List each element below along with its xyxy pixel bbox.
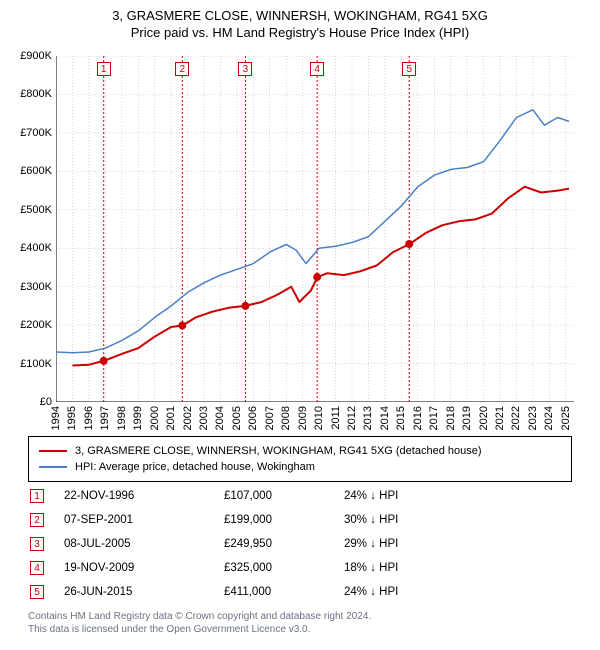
x-tick-label: 1997 — [99, 406, 111, 430]
x-tick-label: 2009 — [297, 406, 309, 430]
x-tick-label: 1998 — [116, 406, 128, 430]
sale-price: £411,000 — [224, 586, 344, 598]
sale-price: £107,000 — [224, 490, 344, 502]
y-tick-label: £300K — [2, 281, 52, 293]
sale-row: 3 08-JUL-2005£249,95029% ↓ HPI — [28, 532, 572, 556]
legend-swatch — [39, 450, 67, 452]
sale-date: 07-SEP-2001 — [64, 514, 224, 526]
sale-marker-box: 3 — [30, 537, 44, 551]
y-tick-label: £500K — [2, 204, 52, 216]
x-tick-label: 2002 — [182, 406, 194, 430]
x-tick-label: 2025 — [560, 406, 572, 430]
sale-row: 5 26-JUN-2015£411,00024% ↓ HPI — [28, 580, 572, 604]
x-tick-label: 1995 — [66, 406, 78, 430]
y-tick-label: £700K — [2, 127, 52, 139]
sale-marker-box: 4 — [30, 561, 44, 575]
legend-label: HPI: Average price, detached house, Woki… — [75, 461, 315, 473]
sale-date: 26-JUN-2015 — [64, 586, 224, 598]
x-tick-label: 2001 — [165, 406, 177, 430]
footer-line-2: This data is licensed under the Open Gov… — [28, 623, 371, 636]
footer-text: Contains HM Land Registry data © Crown c… — [28, 610, 371, 636]
sale-delta: 30% ↓ HPI — [344, 514, 464, 526]
x-tick-label: 2012 — [346, 406, 358, 430]
legend-row: HPI: Average price, detached house, Woki… — [39, 459, 561, 475]
legend-box: 3, GRASMERE CLOSE, WINNERSH, WOKINGHAM, … — [28, 436, 572, 482]
legend-swatch — [39, 466, 67, 468]
x-tick-label: 2023 — [527, 406, 539, 430]
plot-svg — [56, 56, 574, 402]
x-tick-label: 2010 — [313, 406, 325, 430]
sale-row: 4 19-NOV-2009£325,00018% ↓ HPI — [28, 556, 572, 580]
x-tick-label: 2011 — [330, 406, 342, 430]
legend-label: 3, GRASMERE CLOSE, WINNERSH, WOKINGHAM, … — [75, 445, 482, 457]
x-tick-label: 1994 — [50, 406, 62, 430]
x-tick-label: 2014 — [379, 406, 391, 430]
sale-row: 1 22-NOV-1996£107,00024% ↓ HPI — [28, 484, 572, 508]
sale-delta: 24% ↓ HPI — [344, 586, 464, 598]
sale-marker-flag: 5 — [402, 62, 416, 76]
x-tick-label: 2003 — [198, 406, 210, 430]
x-tick-label: 2017 — [428, 406, 440, 430]
y-tick-label: £900K — [2, 50, 52, 62]
sale-marker-box: 5 — [30, 585, 44, 599]
footer-line-1: Contains HM Land Registry data © Crown c… — [28, 610, 371, 623]
x-tick-label: 2021 — [494, 406, 506, 430]
sales-table: 122-NOV-1996£107,00024% ↓ HPI207-SEP-200… — [28, 484, 572, 604]
sale-date: 19-NOV-2009 — [64, 562, 224, 574]
x-tick-label: 2000 — [149, 406, 161, 430]
sale-marker-flag: 3 — [238, 62, 252, 76]
x-tick-label: 2016 — [412, 406, 424, 430]
x-tick-label: 1999 — [132, 406, 144, 430]
y-tick-label: £800K — [2, 88, 52, 100]
sale-marker-box: 2 — [30, 513, 44, 527]
y-tick-label: £400K — [2, 242, 52, 254]
sale-delta: 24% ↓ HPI — [344, 490, 464, 502]
sale-marker-box: 1 — [30, 489, 44, 503]
sale-date: 22-NOV-1996 — [64, 490, 224, 502]
sale-price: £199,000 — [224, 514, 344, 526]
sale-date: 08-JUL-2005 — [64, 538, 224, 550]
x-tick-label: 2008 — [280, 406, 292, 430]
x-tick-label: 2015 — [395, 406, 407, 430]
sale-marker-flag: 4 — [310, 62, 324, 76]
sale-marker-flag: 1 — [97, 62, 111, 76]
y-tick-label: £200K — [2, 319, 52, 331]
x-tick-label: 1996 — [83, 406, 95, 430]
x-tick-label: 2007 — [264, 406, 276, 430]
x-tick-label: 2013 — [362, 406, 374, 430]
x-tick-label: 2005 — [231, 406, 243, 430]
x-tick-label: 2004 — [214, 406, 226, 430]
title-block: 3, GRASMERE CLOSE, WINNERSH, WOKINGHAM, … — [0, 0, 600, 40]
sale-row: 2 07-SEP-2001£199,00030% ↓ HPI — [28, 508, 572, 532]
x-tick-label: 2022 — [510, 406, 522, 430]
y-tick-label: £600K — [2, 165, 52, 177]
title-sub: Price paid vs. HM Land Registry's House … — [0, 25, 600, 40]
sale-marker-flag: 2 — [175, 62, 189, 76]
chart-container: 3, GRASMERE CLOSE, WINNERSH, WOKINGHAM, … — [0, 0, 600, 650]
y-tick-label: £0 — [2, 396, 52, 408]
x-tick-label: 2018 — [445, 406, 457, 430]
x-tick-label: 2006 — [247, 406, 259, 430]
x-tick-label: 2024 — [543, 406, 555, 430]
legend-row: 3, GRASMERE CLOSE, WINNERSH, WOKINGHAM, … — [39, 443, 561, 459]
title-main: 3, GRASMERE CLOSE, WINNERSH, WOKINGHAM, … — [0, 8, 600, 23]
y-tick-label: £100K — [2, 358, 52, 370]
chart-area: £0£100K£200K£300K£400K£500K£600K£700K£80… — [56, 56, 574, 402]
x-tick-label: 2020 — [478, 406, 490, 430]
sale-delta: 18% ↓ HPI — [344, 562, 464, 574]
sale-price: £249,950 — [224, 538, 344, 550]
sale-price: £325,000 — [224, 562, 344, 574]
x-tick-label: 2019 — [461, 406, 473, 430]
sale-delta: 29% ↓ HPI — [344, 538, 464, 550]
